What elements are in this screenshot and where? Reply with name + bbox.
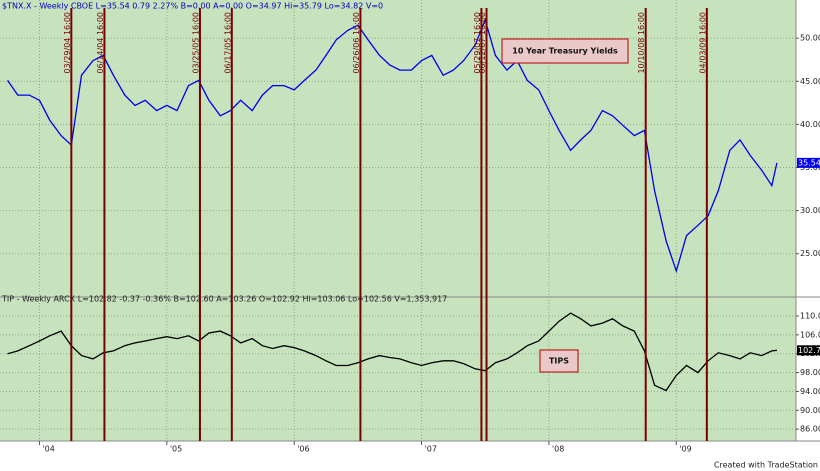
event-label: 03/25/05 16:00: [191, 12, 200, 74]
event-label: 10/10/08 16:00: [637, 12, 646, 74]
x-tick-label: '05: [170, 445, 182, 454]
y-tick-label: 50.00: [800, 34, 820, 43]
event-label: 06/14/04 16:00: [96, 12, 105, 74]
y-tick-label: 40.00: [800, 120, 820, 129]
y-tick-label: 90.00: [800, 406, 820, 415]
last-value-flag: [797, 345, 820, 356]
y-tick-label: 106.00: [800, 330, 820, 339]
event-label: 06/12/07 16:00: [478, 12, 487, 74]
y-tick-label: 30.00: [800, 206, 820, 215]
annotation-text: TIPS: [549, 357, 569, 366]
x-tick-label: '08: [552, 445, 564, 454]
event-label: 06/26/06 16:00: [352, 12, 361, 74]
annotation-text: 10 Year Treasury Yields: [512, 47, 618, 56]
panel-header: $TNX.X - Weekly CBOE L=35.54 0.79 2.27% …: [2, 2, 383, 11]
y-tick-label: 86.00: [800, 425, 820, 434]
price-line: [7, 312, 777, 392]
x-tick-label: '09: [679, 445, 691, 454]
y-tick-label: 98.00: [800, 368, 820, 377]
last-value-label: 102.72: [798, 346, 820, 355]
y-tick-label: 45.00: [800, 77, 820, 86]
y-tick-label: 25.00: [800, 249, 820, 258]
last-value-label: 35.54: [798, 158, 820, 167]
y-tick-label: 94.00: [800, 387, 820, 396]
footer: Created with TradeStation: [714, 461, 818, 470]
last-value-flag: [797, 157, 820, 168]
x-tick-label: '04: [42, 445, 54, 454]
price-axis-background: [796, 0, 820, 441]
event-label: 04/03/09 16:00: [698, 12, 707, 74]
annotation-box: [501, 38, 629, 64]
price-line: [7, 18, 778, 274]
annotation-box: [539, 349, 579, 373]
x-tick-label: '06: [297, 445, 309, 454]
event-label: 03/29/04 16:00: [63, 12, 72, 74]
event-label: 05/29/07 16:00: [473, 12, 482, 74]
plot-background: [0, 0, 796, 441]
event-label: 06/17/05 16:00: [223, 12, 232, 74]
panel-header: TIP - Weekly ARCX L=102.82 -0.37 -0.36% …: [1, 295, 447, 304]
y-tick-label: 110.00: [800, 311, 820, 320]
x-tick-label: '07: [425, 445, 437, 454]
